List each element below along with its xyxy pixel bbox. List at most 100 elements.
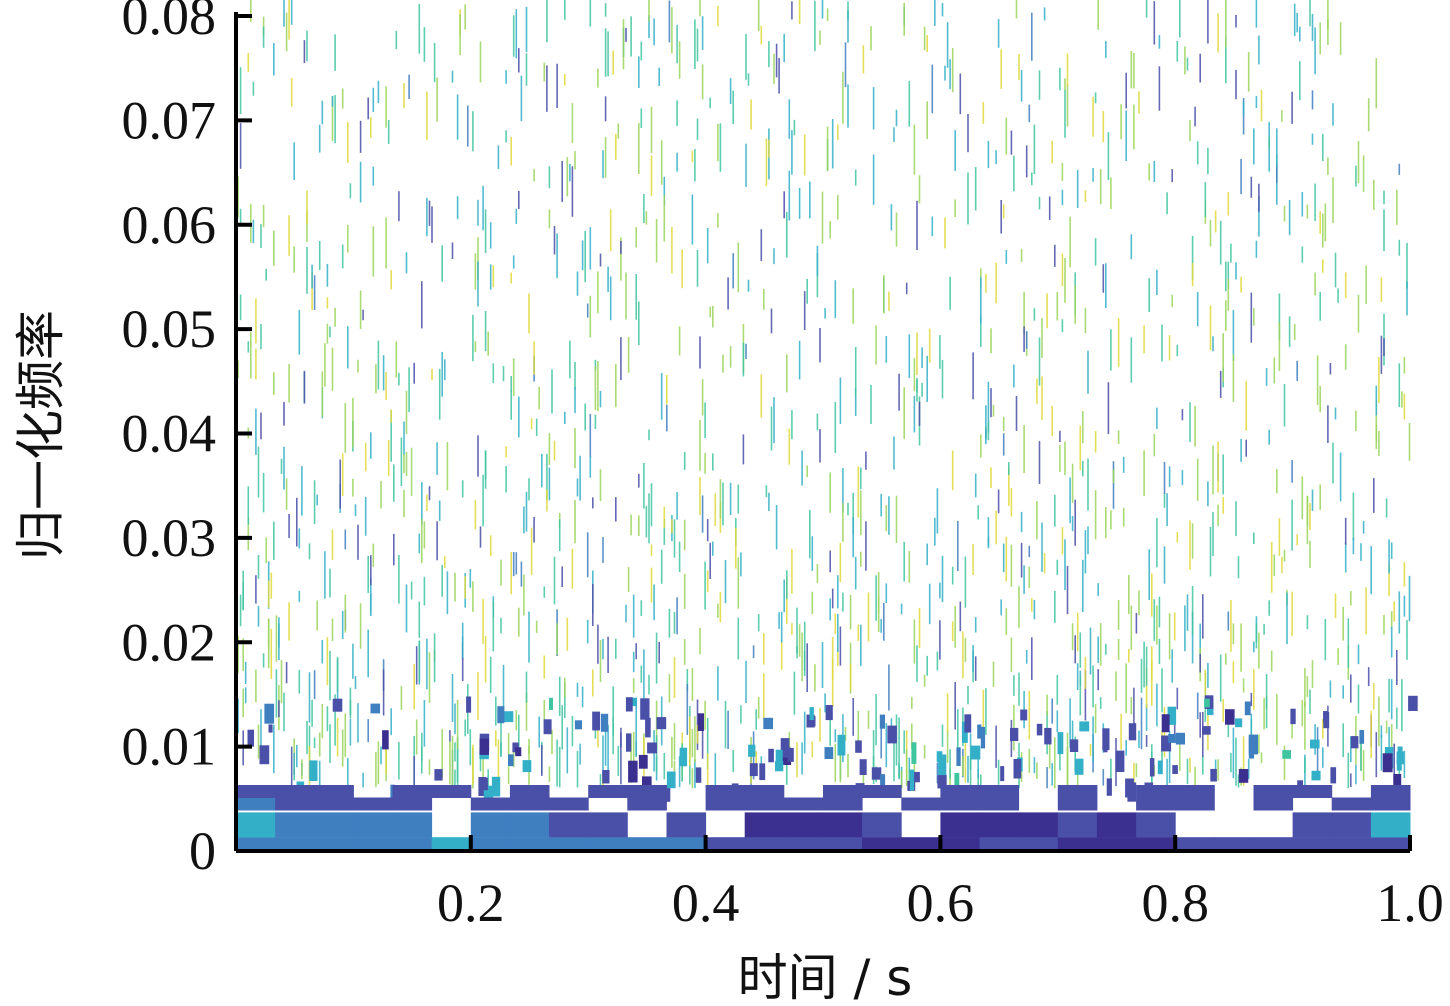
spectral-streak xyxy=(525,53,528,86)
spectral-streak xyxy=(1242,101,1245,116)
spectral-streak xyxy=(704,453,706,474)
spectral-streak xyxy=(750,99,752,130)
spectral-streak xyxy=(1064,539,1066,590)
spectral-streak xyxy=(898,737,900,778)
spectral-streak xyxy=(316,600,318,631)
spectral-streak xyxy=(1036,762,1038,779)
spectral-streak xyxy=(974,617,977,633)
spectral-streak xyxy=(1054,494,1056,527)
spectral-streak xyxy=(1115,671,1117,702)
spectral-streak xyxy=(561,566,563,587)
spectral-streak xyxy=(472,314,474,362)
spectral-streak xyxy=(671,736,673,768)
spectral-streak xyxy=(1306,495,1309,526)
spectral-streak xyxy=(916,645,918,682)
band-cell xyxy=(1136,837,1176,851)
spectral-streak xyxy=(428,200,431,226)
spectral-streak xyxy=(1117,639,1120,660)
spectral-streak xyxy=(1362,155,1365,193)
spectral-streak xyxy=(1074,499,1076,546)
spectral-streak xyxy=(821,0,824,19)
spectral-streak xyxy=(592,669,594,697)
spectral-streak xyxy=(257,724,260,759)
spectral-streak xyxy=(1107,382,1110,435)
spectral-streak xyxy=(270,572,273,599)
x-tick-label: 0.6 xyxy=(907,873,975,933)
spectral-streak xyxy=(298,309,301,355)
spectral-streak xyxy=(745,661,747,703)
band-cell xyxy=(744,812,785,838)
spectral-streak xyxy=(1002,433,1005,456)
spectral-streak xyxy=(831,588,834,609)
spectral-streak xyxy=(1020,70,1023,102)
spectral-streak xyxy=(482,474,484,527)
spectral-streak xyxy=(691,150,694,163)
spectral-streak xyxy=(1207,0,1209,44)
spectral-streak xyxy=(239,294,242,321)
spectral-streak xyxy=(1189,402,1191,442)
spectral-streak xyxy=(1396,649,1398,685)
spectral-streak xyxy=(382,669,385,716)
spectral-streak xyxy=(273,372,275,395)
spectral-streak xyxy=(1128,648,1130,663)
spectral-streak xyxy=(1105,41,1107,58)
low-freq-block xyxy=(1175,732,1185,745)
spectral-streak xyxy=(1156,407,1158,429)
spectral-streak xyxy=(1301,476,1304,520)
spectral-streak xyxy=(1270,650,1273,672)
spectral-streak xyxy=(502,366,505,382)
y-tick-label: 0.02 xyxy=(122,612,217,672)
spectral-streak xyxy=(260,709,262,757)
x-tick-label: 0.2 xyxy=(437,873,505,933)
spectral-streak xyxy=(712,453,714,471)
spectral-streak xyxy=(908,80,911,127)
spectral-streak xyxy=(1191,611,1194,664)
spectral-streak xyxy=(456,196,459,220)
low-freq-block xyxy=(479,738,489,755)
spectral-streak xyxy=(1046,694,1048,716)
spectral-streak xyxy=(1375,424,1378,442)
spectral-streak xyxy=(1355,410,1357,432)
spectral-streak xyxy=(296,744,298,768)
spectral-streak xyxy=(923,744,926,759)
spectral-streak xyxy=(1133,687,1135,737)
spectral-streak xyxy=(546,489,548,512)
spectral-streak xyxy=(1214,759,1217,774)
band-cell xyxy=(1018,837,1059,851)
spectral-streak xyxy=(888,664,890,711)
spectral-streak xyxy=(362,772,364,788)
band-cell xyxy=(275,797,315,811)
spectral-streak xyxy=(1357,141,1360,184)
spectral-streak xyxy=(418,3,421,54)
spectral-streak xyxy=(643,463,645,509)
band-cell xyxy=(236,785,276,798)
spectral-streak xyxy=(1344,272,1347,298)
spectral-streak xyxy=(1151,659,1153,706)
spectral-streak xyxy=(1018,672,1020,706)
spectral-streak xyxy=(964,637,967,663)
spectral-streak xyxy=(497,145,500,170)
spectral-streak xyxy=(326,706,329,732)
spectral-streak xyxy=(541,453,543,488)
spectral-streak xyxy=(803,621,806,671)
spectral-streak xyxy=(607,636,609,673)
low-freq-block xyxy=(332,698,343,712)
spectral-streak xyxy=(883,603,885,641)
spectral-streak xyxy=(1176,531,1179,543)
spectral-streak xyxy=(1191,235,1194,280)
spectral-streak xyxy=(410,581,413,600)
spectral-streak xyxy=(1237,556,1240,579)
spectral-streak xyxy=(1002,204,1005,219)
spectral-streak xyxy=(489,656,492,693)
spectral-streak xyxy=(1383,190,1385,205)
spectral-streak xyxy=(1005,536,1008,582)
spectral-streak xyxy=(1255,623,1258,649)
spectral-streak xyxy=(1191,585,1194,636)
spectral-streak xyxy=(676,492,678,520)
spectral-streak xyxy=(400,686,403,710)
spectral-streak xyxy=(1013,155,1015,192)
spectral-streak xyxy=(1010,130,1013,155)
low-freq-block xyxy=(910,769,915,791)
spectral-streak xyxy=(556,739,558,787)
spectral-streak xyxy=(255,348,257,380)
